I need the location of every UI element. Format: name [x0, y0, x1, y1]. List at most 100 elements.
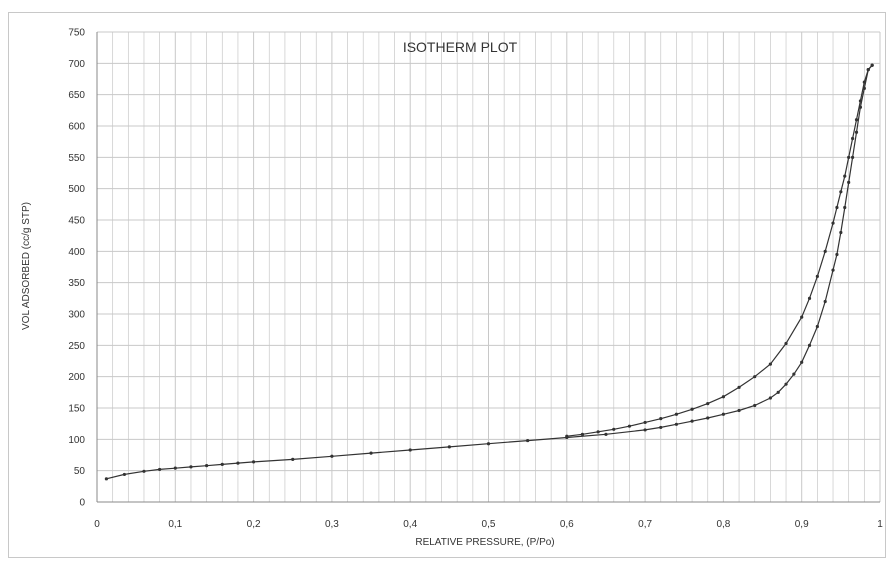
x-axis-title: RELATIVE PRESSURE, (P/Po): [415, 537, 554, 548]
data-point: [847, 155, 851, 159]
data-point: [850, 136, 855, 141]
data-point: [706, 402, 710, 406]
y-axis-title: VOL ADSORBED (cc/g STP): [21, 202, 32, 330]
x-tick-label: 1: [877, 519, 883, 530]
chart-frame: [8, 12, 886, 558]
data-point: [580, 432, 585, 436]
y-tick-label: 400: [68, 247, 85, 258]
data-point: [674, 422, 679, 426]
x-tick-labels: 0 0,1 0,2 0,3 0,4 0,5 0,6 0,7 0,8 0,9 1: [94, 519, 883, 530]
data-point: [800, 360, 804, 364]
data-point: [839, 230, 843, 235]
y-tick-label: 50: [74, 466, 86, 477]
data-point: [854, 118, 859, 122]
data-point: [205, 464, 209, 468]
data-point: [831, 221, 835, 225]
data-point: [768, 362, 772, 366]
y-tick-label: 650: [68, 90, 85, 101]
data-point: [486, 442, 491, 446]
y-tick-label: 0: [79, 498, 85, 509]
y-tick-label: 300: [68, 310, 85, 321]
data-point: [369, 451, 373, 455]
data-point: [659, 417, 663, 421]
data-point: [854, 130, 859, 134]
y-tick-label: 350: [68, 278, 85, 289]
data-point: [612, 427, 616, 431]
data-point: [800, 315, 804, 319]
data-point: [674, 412, 679, 416]
data-point: [850, 155, 855, 159]
y-tick-label: 150: [68, 404, 85, 415]
data-point: [737, 385, 741, 389]
data-point: [291, 457, 295, 461]
data-point: [604, 432, 608, 436]
data-point: [862, 80, 866, 84]
data-point: [690, 419, 694, 423]
data-point: [737, 408, 741, 413]
x-tick-label: 0,3: [325, 519, 339, 530]
data-point: [847, 180, 851, 184]
data-point: [158, 467, 162, 472]
data-point: [831, 268, 835, 272]
grid: [96, 31, 881, 503]
data-point: [815, 274, 819, 278]
y-tick-label: 450: [68, 216, 85, 227]
data-point: [721, 395, 726, 399]
data-point: [768, 396, 772, 400]
x-tick-label: 0,1: [168, 519, 182, 530]
data-point: [252, 460, 256, 464]
data-point: [690, 407, 694, 411]
desorption-branch: [565, 63, 874, 438]
chart-title: ISOTHERM PLOT: [403, 39, 518, 55]
data-point: [753, 375, 757, 379]
series-line: [106, 64, 873, 480]
y-tick-label: 250: [68, 341, 85, 352]
data-point: [870, 63, 874, 67]
data-point: [807, 296, 812, 300]
data-point: [784, 382, 788, 386]
x-tick-label: 0,4: [403, 519, 417, 530]
x-tick-label: 0,9: [795, 519, 809, 530]
data-point: [122, 472, 127, 477]
data-point: [104, 477, 108, 481]
data-point: [330, 454, 334, 458]
data-point: [835, 205, 839, 210]
data-point: [815, 324, 819, 329]
data-point: [627, 424, 632, 428]
data-point: [220, 462, 224, 466]
data-point: [596, 430, 600, 434]
y-tick-label: 600: [68, 122, 85, 133]
data-point: [526, 438, 530, 443]
x-tick-label: 0,5: [482, 519, 496, 530]
data-point: [643, 420, 647, 425]
y-tick-label: 550: [68, 153, 85, 164]
data-point: [173, 466, 177, 470]
data-point: [706, 416, 710, 420]
data-point: [835, 252, 839, 257]
data-point: [721, 412, 726, 416]
data-point: [753, 403, 757, 408]
x-tick-label: 0,8: [716, 519, 730, 530]
data-point: [236, 461, 240, 465]
y-tick-label: 200: [68, 372, 85, 383]
axes: [96, 32, 880, 503]
x-tick-label: 0,7: [638, 519, 652, 530]
data-point: [858, 99, 863, 103]
y-tick-label: 750: [68, 28, 85, 39]
data-point: [823, 249, 827, 253]
y-tick-labels: 0 50 100 150 200 250 300 350 400 450 500 550 600 650 7…: [68, 28, 85, 509]
data-point: [447, 445, 451, 449]
y-tick-label: 100: [68, 435, 85, 446]
data-point: [807, 343, 812, 347]
y-tick-label: 700: [68, 59, 85, 70]
x-tick-label: 0: [94, 519, 100, 530]
data-point: [142, 469, 146, 473]
data-point: [643, 428, 647, 432]
data-point: [565, 434, 569, 438]
series-line: [566, 64, 873, 437]
y-tick-label: 500: [68, 184, 85, 195]
data-point: [866, 68, 870, 72]
data-point: [823, 299, 827, 304]
data-point: [189, 465, 193, 469]
